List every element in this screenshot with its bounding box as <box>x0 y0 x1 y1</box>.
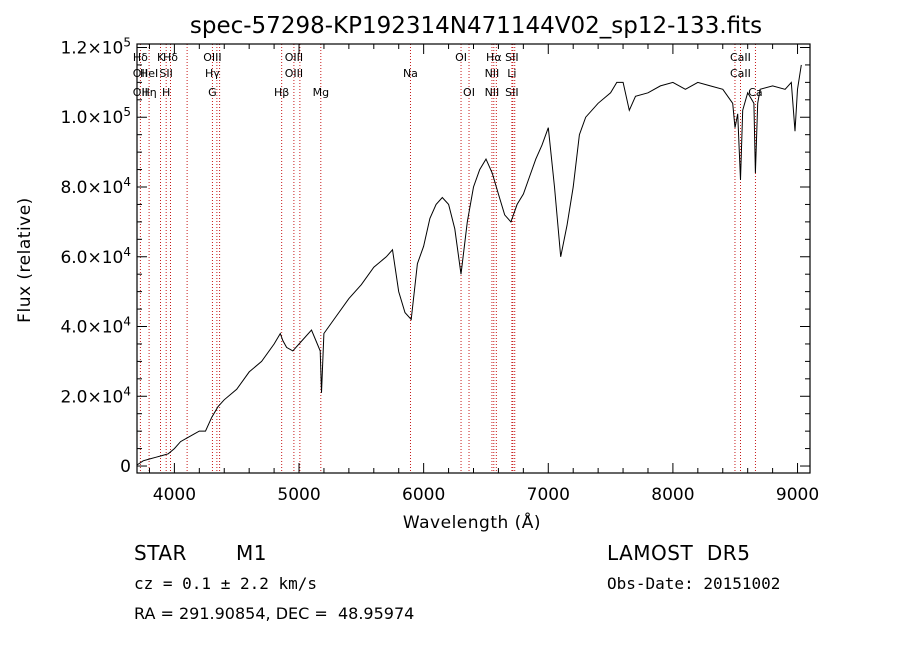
y-tick-label: 1.0×105 <box>60 105 131 128</box>
spectral-line-label: NII <box>485 67 500 80</box>
spectral-line-label: Hδ <box>163 51 178 64</box>
x-tick-label: 9000 <box>776 485 819 505</box>
spectral-line-label: K <box>157 51 165 64</box>
spectral-line-label: OIII <box>203 51 221 64</box>
spectral-line-label: OIII <box>285 67 303 80</box>
spectral-line-label: Hβ <box>274 86 289 99</box>
spectrum-line <box>136 64 802 466</box>
x-axis-label: Wavelength (Å) <box>403 511 541 533</box>
line-markers <box>139 44 756 473</box>
redshift-velocity: cz = 0.1 ± 2.2 km/s <box>134 574 318 593</box>
y-tick-label: 1.2×105 <box>60 35 131 58</box>
spectral-line-label: Na <box>403 67 418 80</box>
survey-name: LAMOST DR5 <box>607 541 751 565</box>
x-tick-label: 6000 <box>402 485 445 505</box>
spectral-line-label: G <box>208 86 217 99</box>
spectral-line-label: CaII <box>730 67 751 80</box>
spectral-line-label: H <box>162 86 170 99</box>
spectral-line-label: OI <box>455 51 467 64</box>
y-axis-label: Flux (relative) <box>15 197 35 323</box>
x-tick-label: 5000 <box>277 485 320 505</box>
observation-date: Obs-Date: 20151002 <box>607 574 781 593</box>
spectral-line-label: SII <box>505 51 518 64</box>
spectral-line-label: HeI <box>140 67 158 80</box>
plot-frame <box>136 43 811 474</box>
y-tick-label: 8.0×104 <box>60 175 131 198</box>
x-tick-label: 7000 <box>527 485 570 505</box>
object-subclass: M1 <box>236 541 267 565</box>
spectral-line-label: Hγ <box>205 67 220 80</box>
spectral-line-label: OIII <box>285 51 303 64</box>
spectral-line-label: Hδ <box>133 51 148 64</box>
x-axis: 4000 5000 6000 7000 8000 9000 <box>148 44 819 505</box>
y-tick-label: 4.0×104 <box>60 315 131 338</box>
y-tick-label: 2.0×104 <box>60 384 131 407</box>
object-class: STAR <box>134 541 187 565</box>
spectral-line-label: SII <box>505 86 518 99</box>
chart-title: spec-57298-KP192314N471144V02_sp12-133.f… <box>190 13 762 39</box>
y-tick-label: 6.0×104 <box>60 245 131 268</box>
spectral-line-label: Mg <box>313 86 329 99</box>
spectral-line-label: Hη <box>141 86 156 99</box>
spectral-line-label: SII <box>159 67 172 80</box>
y-tick-label: 0 <box>120 457 131 477</box>
x-tick-label: 8000 <box>651 485 694 505</box>
spectral-line-label: NII <box>485 86 500 99</box>
spectral-line-label: Hα <box>486 51 502 64</box>
x-tick-label: 4000 <box>153 485 196 505</box>
coordinates: RA = 291.90854, DEC = 48.95974 <box>134 604 415 623</box>
spectral-line-label: Li <box>507 67 516 80</box>
y-axis: 0 2.0×104 4.0×104 6.0×104 8.0×104 1.0×105 1.2×… <box>60 35 810 477</box>
spectral-line-label: OI <box>463 86 475 99</box>
spectral-line-label: CaII <box>730 51 751 64</box>
